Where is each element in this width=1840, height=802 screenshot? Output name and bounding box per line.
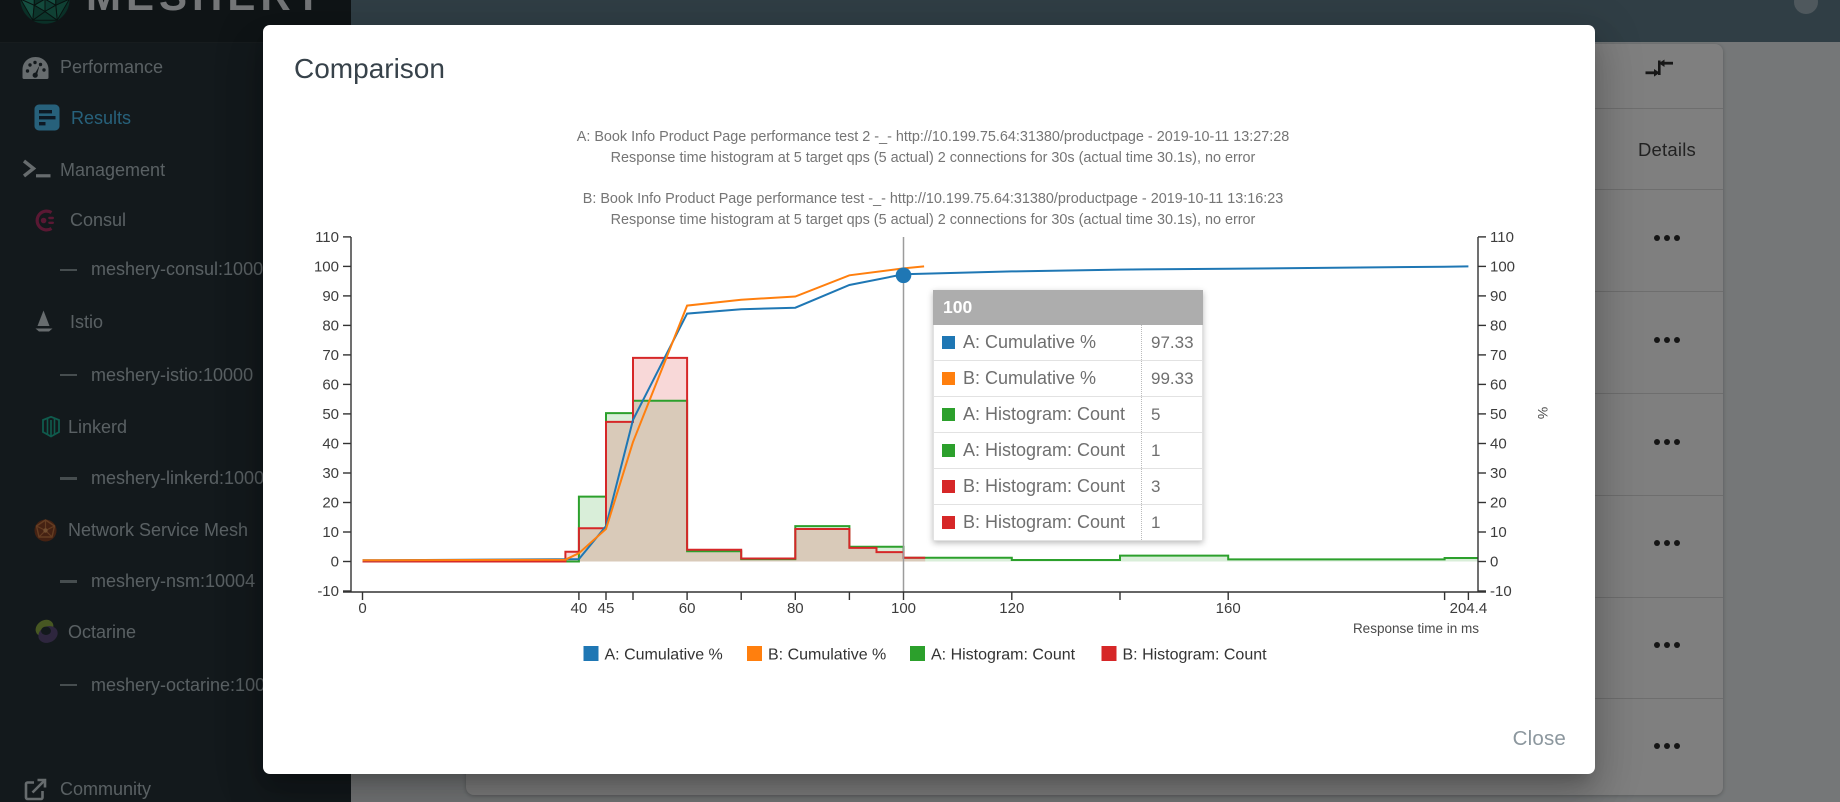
- svg-text:80: 80: [322, 317, 339, 334]
- svg-text:45: 45: [598, 600, 615, 617]
- svg-text:50: 50: [322, 406, 339, 423]
- svg-text:B: Cumulative %: B: Cumulative %: [768, 647, 886, 664]
- svg-text:-10: -10: [317, 583, 339, 600]
- svg-text:0: 0: [331, 554, 339, 571]
- svg-text:90: 90: [322, 288, 339, 305]
- svg-text:B: Histogram: Count: B: Histogram: Count: [1123, 647, 1268, 664]
- svg-text:Response time in ms: Response time in ms: [1353, 621, 1479, 636]
- svg-text:A: Cumulative %: A: Cumulative %: [605, 647, 723, 664]
- svg-text:40: 40: [322, 436, 339, 453]
- svg-text:110: 110: [315, 229, 339, 246]
- svg-text:90: 90: [1490, 288, 1507, 305]
- svg-text:40: 40: [1490, 436, 1507, 453]
- svg-text:60: 60: [1490, 376, 1507, 393]
- svg-text:70: 70: [322, 347, 339, 364]
- svg-text:120: 120: [999, 600, 1024, 617]
- svg-text:-10: -10: [1490, 583, 1512, 600]
- svg-text:80: 80: [787, 600, 804, 617]
- svg-text:60: 60: [322, 376, 339, 393]
- svg-text:60: 60: [679, 600, 696, 617]
- svg-text:100: 100: [314, 258, 339, 275]
- svg-text:%: %: [1535, 407, 1551, 419]
- svg-text:A: Histogram: Count: A: Histogram: Count: [931, 647, 1076, 664]
- svg-text:160: 160: [1216, 600, 1241, 617]
- svg-text:0: 0: [1490, 554, 1498, 571]
- svg-text:80: 80: [1490, 317, 1507, 334]
- svg-text:110: 110: [1490, 229, 1514, 246]
- svg-text:30: 30: [1490, 465, 1507, 482]
- svg-text:100: 100: [1490, 258, 1515, 275]
- svg-text:40: 40: [571, 600, 588, 617]
- svg-text:0: 0: [358, 600, 366, 617]
- svg-text:30: 30: [322, 465, 339, 482]
- svg-text:50: 50: [1490, 406, 1507, 423]
- svg-text:70: 70: [1490, 347, 1507, 364]
- svg-text:20: 20: [322, 495, 339, 512]
- svg-text:10: 10: [1490, 524, 1507, 541]
- svg-text:10: 10: [322, 524, 339, 541]
- svg-text:100: 100: [891, 600, 916, 617]
- svg-text:20: 20: [1490, 495, 1507, 512]
- svg-text:204.4: 204.4: [1450, 600, 1488, 617]
